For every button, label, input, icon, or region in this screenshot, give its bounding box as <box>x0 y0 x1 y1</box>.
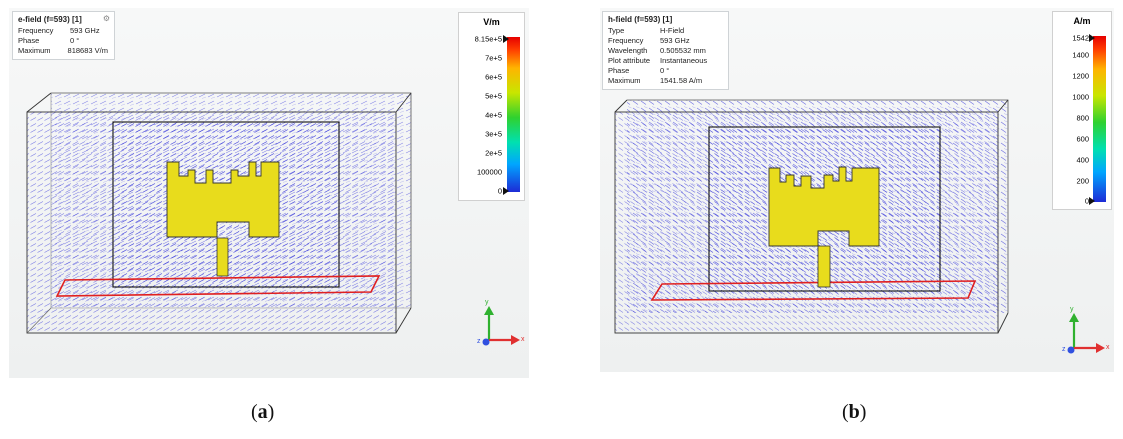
caption-b: (b) <box>842 401 867 423</box>
antenna-patch <box>768 166 880 247</box>
legend-tick: 7e+5 <box>485 53 502 63</box>
info-row: Wavelength 0.505532 mm <box>608 46 706 55</box>
axis-y-label: y <box>1070 306 1074 313</box>
caption-a: (a) <box>251 401 275 423</box>
legend-max-marker[interactable] <box>1089 34 1095 42</box>
info-row: Plot attribute Instantaneous <box>608 56 708 65</box>
info-row: Maximum 818683 V/m <box>18 46 108 55</box>
info-row: Phase 0 ° <box>608 66 670 75</box>
legend-tick: 1542 <box>1072 33 1089 43</box>
legend-tick: 8.15e+5 <box>474 34 502 44</box>
legend-tick: 200 <box>1076 176 1089 186</box>
legend-tick: 400 <box>1076 155 1089 165</box>
legend-tick: 800 <box>1076 113 1089 123</box>
legend-unit: A/m <box>1073 16 1091 26</box>
efield-viewport[interactable]: y x z e-field (f=593) [1] ⚙ Frequency 593… <box>9 8 529 378</box>
legend-tick: 1200 <box>1072 71 1089 81</box>
legend-tick: 6e+5 <box>485 72 502 82</box>
legend-min-marker[interactable] <box>1089 197 1095 205</box>
legend-tick: 600 <box>1076 134 1089 144</box>
air-box-front-face <box>26 111 397 334</box>
ground-strip-outline <box>55 275 381 297</box>
axis-triad <box>1067 313 1105 354</box>
legend-tick: 100000 <box>476 167 502 177</box>
gear-icon[interactable]: ⚙ <box>102 14 110 23</box>
legend-color-bar <box>1093 36 1106 202</box>
hfield-color-legend[interactable]: A/m 1542 1400 1200 1000 800 600 400 200 … <box>1052 11 1112 210</box>
axis-z-label: z <box>1062 346 1066 353</box>
legend-tick: 0 <box>497 186 502 196</box>
hfield-info-box: h-field (f=593) [1] Type H-Field Frequenc… <box>602 11 729 90</box>
axis-z-label: z <box>477 338 481 345</box>
info-title: h-field (f=593) [1] <box>608 15 673 24</box>
legend-tick: 0 <box>1084 196 1089 206</box>
efield-scene <box>26 92 520 346</box>
info-row: Frequency 593 GHz <box>18 26 100 35</box>
hfield-viewport[interactable]: y x z h-field (f=593) [1] Type H-Field Fr… <box>600 8 1114 372</box>
legend-tick: 5e+5 <box>485 91 502 101</box>
info-title: e-field (f=593) [1] <box>18 15 82 24</box>
info-row: Phase 0 ° <box>18 36 80 45</box>
axis-x-label: x <box>1106 344 1110 351</box>
axis-x-label: x <box>521 336 525 343</box>
legend-tick: 4e+5 <box>485 110 502 120</box>
axis-y-label: y <box>485 299 489 306</box>
efield-info-box: e-field (f=593) [1] ⚙ Frequency 593 GHz P… <box>12 11 115 60</box>
legend-min-marker[interactable] <box>503 187 509 195</box>
info-row: Type H-Field <box>608 26 685 35</box>
feed-line <box>216 237 229 277</box>
feed-line <box>817 245 831 288</box>
legend-color-bar <box>507 37 520 192</box>
legend-tick: 3e+5 <box>485 129 502 139</box>
legend-tick: 1400 <box>1072 50 1089 60</box>
air-box-front-face <box>614 111 999 334</box>
legend-unit: V/m <box>483 17 500 27</box>
info-row: Frequency 593 GHz <box>608 36 690 45</box>
axis-triad <box>482 306 520 346</box>
hfield-scene <box>614 99 1105 354</box>
legend-tick: 1000 <box>1072 92 1089 102</box>
legend-max-marker[interactable] <box>503 35 509 43</box>
antenna-patch <box>166 161 280 238</box>
legend-tick: 2e+5 <box>485 148 502 158</box>
ground-strip-outline <box>650 280 977 301</box>
efield-color-legend[interactable]: V/m 8.15e+5 7e+5 6e+5 5e+5 4e+5 3e+5 2e+… <box>458 12 525 201</box>
info-row: Maximum 1541.58 A/m <box>608 76 703 85</box>
